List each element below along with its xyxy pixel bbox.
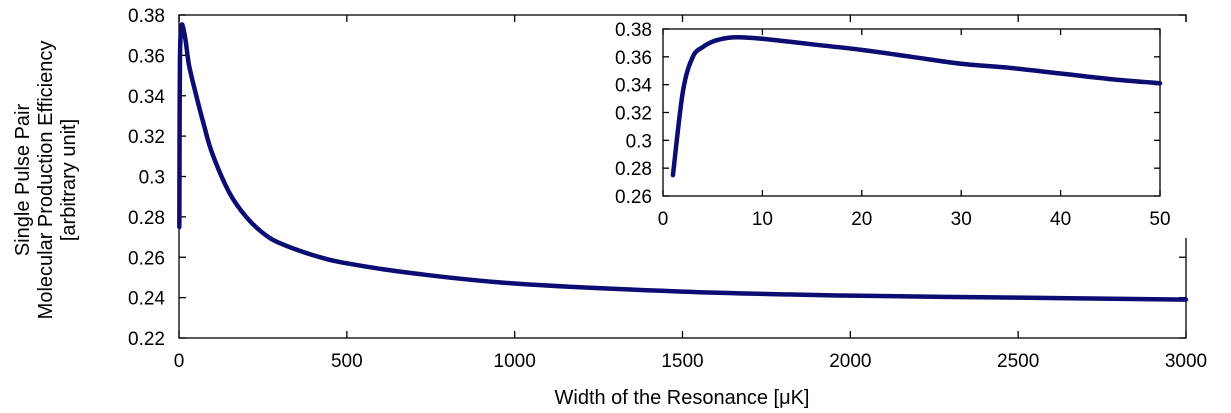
- main-x-tick-label: 500: [331, 351, 363, 372]
- inset-series-line: [670, 34, 1163, 178]
- main-x-tick-label: 0: [174, 351, 185, 372]
- inset-x-tick-label: 50: [1149, 209, 1170, 230]
- x-axis-title: Width of the Resonance [μK]: [555, 387, 810, 409]
- inset-y-tick-label: 0.36: [615, 48, 652, 69]
- inset-x-tick-label: 20: [851, 209, 872, 230]
- y-axis-title-line-1: Single Pulse Pair: [12, 104, 34, 257]
- inset-plot: 0 10 20 30 40 50 0.26 0.28 0.3 0.32 0.34 0.36 0.38: [592, 20, 1188, 238]
- inset-y-tick-label: 0.26: [615, 187, 652, 208]
- main-y-tick-label: 0.32: [128, 127, 165, 148]
- main-y-tick-label: 0.34: [128, 87, 165, 108]
- main-x-tick-label: 1000: [494, 351, 536, 372]
- y-axis-title-line-2: Molecular Production Efficiency: [35, 41, 57, 320]
- main-y-tick-label: 0.3: [139, 168, 165, 189]
- inset-x-tick-label: 30: [951, 209, 972, 230]
- main-x-tick-label: 2500: [997, 351, 1039, 372]
- main-x-tick-label: 1500: [661, 351, 703, 372]
- inset-x-tick-label: 0: [658, 209, 669, 230]
- y-axis-title-line-3: [arbitrary unit]: [58, 119, 80, 241]
- main-plot: 0 500 1000 1500 2000 2500 30000.220.240.260.28…: [128, 6, 1207, 372]
- main-series-line: [177, 22, 1189, 302]
- inset-y-tick-label: 0.3: [626, 131, 652, 152]
- main-y-tick-label: 0.26: [128, 248, 165, 269]
- main-y-tick-label: 0.38: [128, 6, 165, 27]
- inset-x-tick-label: 40: [1050, 209, 1071, 230]
- main-y-tick-label: 0.24: [128, 289, 165, 310]
- inset-y-tick-label: 0.28: [615, 159, 652, 180]
- inset-y-tick-label: 0.34: [615, 76, 652, 97]
- main-y-tick-label: 0.28: [128, 208, 165, 229]
- main-y-tick-label: 0.36: [128, 46, 165, 67]
- inset-y-tick-label: 0.38: [615, 20, 652, 41]
- inset-x-tick-label: 10: [752, 209, 773, 230]
- main-y-tick-label: 0.22: [128, 329, 165, 350]
- main-x-tick-label: 2000: [829, 351, 871, 372]
- main-x-tick-label: 3000: [1165, 351, 1207, 372]
- inset-y-tick-label: 0.32: [615, 104, 652, 125]
